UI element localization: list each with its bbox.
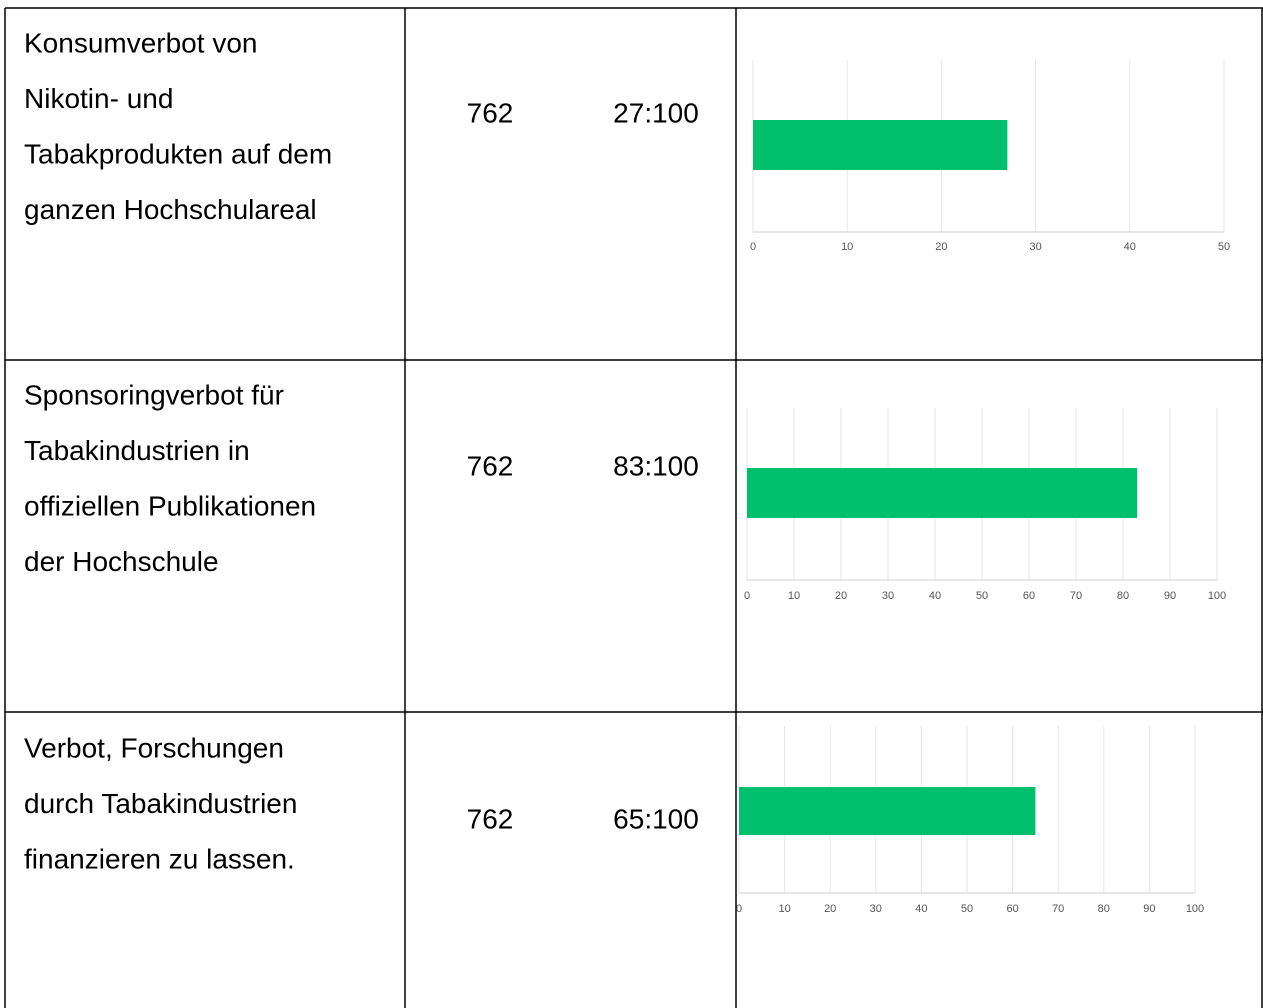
row-label: der Hochschule	[24, 546, 219, 577]
x-tick-label: 70	[1052, 903, 1064, 915]
bar	[747, 468, 1138, 518]
x-tick-label: 50	[961, 903, 973, 915]
ratio: 83:100	[613, 450, 699, 481]
count: 762	[467, 803, 514, 834]
x-tick-label: 20	[935, 241, 947, 253]
bar	[753, 120, 1008, 170]
row-label: finanzieren zu lassen.	[24, 843, 295, 874]
x-tick-label: 50	[976, 590, 988, 602]
count: 762	[467, 97, 514, 128]
x-tick-label: 40	[929, 590, 941, 602]
x-tick-label: 30	[1029, 241, 1041, 253]
row-label: Verbot, Forschungen	[24, 732, 284, 763]
x-tick-label: 70	[1070, 590, 1082, 602]
x-tick-label: 30	[882, 590, 894, 602]
x-tick-label: 60	[1023, 590, 1035, 602]
x-tick-label: 90	[1164, 590, 1176, 602]
x-tick-label: 10	[778, 903, 790, 915]
x-tick-label: 100	[1208, 590, 1226, 602]
x-tick-label: 0	[744, 590, 750, 602]
x-tick-label: 20	[824, 903, 836, 915]
x-tick-label: 80	[1098, 903, 1110, 915]
row-label: Tabakprodukten auf dem	[24, 138, 332, 169]
row-label: ganzen Hochschulareal	[24, 194, 317, 225]
x-tick-label: 40	[1124, 241, 1136, 253]
bar	[739, 787, 1036, 835]
ratio: 65:100	[613, 803, 699, 834]
row-label: Sponsoringverbot für	[24, 379, 284, 410]
x-tick-label: 40	[915, 903, 927, 915]
x-tick-label: 80	[1117, 590, 1129, 602]
x-tick-label: 0	[750, 241, 756, 253]
x-tick-label: 10	[788, 590, 800, 602]
x-tick-label: 30	[870, 903, 882, 915]
row-label: Konsumverbot von	[24, 27, 257, 58]
x-tick-label: 20	[835, 590, 847, 602]
x-tick-label: 10	[841, 241, 853, 253]
row-label: Nikotin- und	[24, 83, 173, 114]
x-tick-label: 60	[1006, 903, 1018, 915]
x-tick-label: 90	[1143, 903, 1155, 915]
row-label: offiziellen Publikationen	[24, 490, 316, 521]
row-label: Tabakindustrien in	[24, 435, 250, 466]
ratio: 27:100	[613, 97, 699, 128]
row-label: durch Tabakindustrien	[24, 788, 297, 819]
x-tick-label: 50	[1218, 241, 1230, 253]
count: 762	[467, 450, 514, 481]
x-tick-label: 0	[736, 903, 742, 915]
x-tick-label: 100	[1186, 903, 1204, 915]
